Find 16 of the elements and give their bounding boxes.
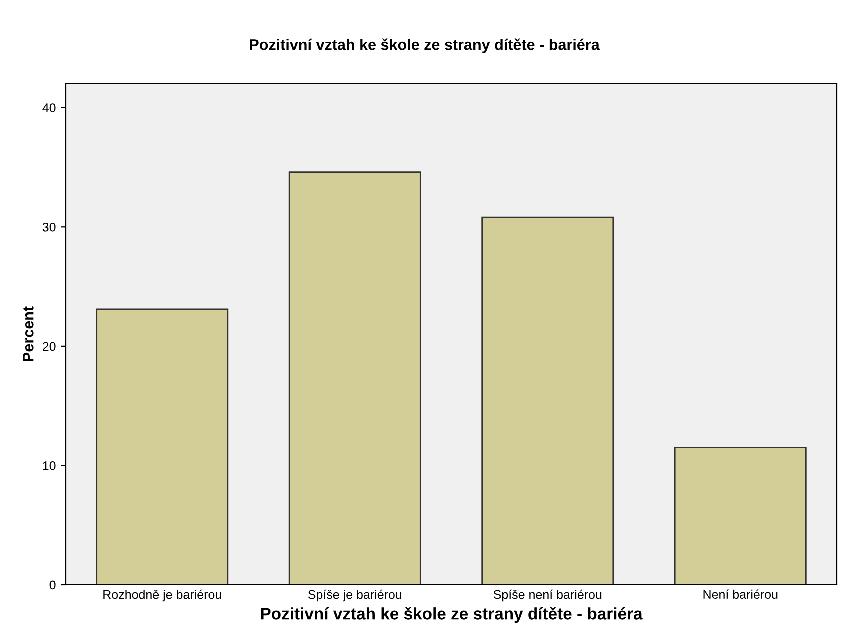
y-tick-label: 20 xyxy=(43,342,56,352)
y-tick-label: 40 xyxy=(42,104,56,113)
chart-title: Pozitivní vztah ke škole ze strany dítěte - bariéra xyxy=(250,38,600,54)
bar xyxy=(674,447,807,585)
x-tick-label: Spíše není bariérou xyxy=(494,590,602,602)
bar xyxy=(96,308,229,585)
y-axis-title: Percent xyxy=(23,306,34,362)
y-tick-label: 30 xyxy=(42,222,56,232)
y-tick-label: 0 xyxy=(50,580,56,590)
x-tick-label: Spíše je bariérou xyxy=(308,590,402,602)
x-tick-label: Není bariérou xyxy=(704,590,778,600)
y-tick-label: 10 xyxy=(43,462,56,470)
bar xyxy=(288,172,422,585)
bar xyxy=(482,216,614,585)
x-tick-label: Rozhodně je bariérou xyxy=(104,590,222,602)
x-axis-title: Pozitivní vztah ke škole ze strany dítěte - bariéra xyxy=(261,607,643,624)
